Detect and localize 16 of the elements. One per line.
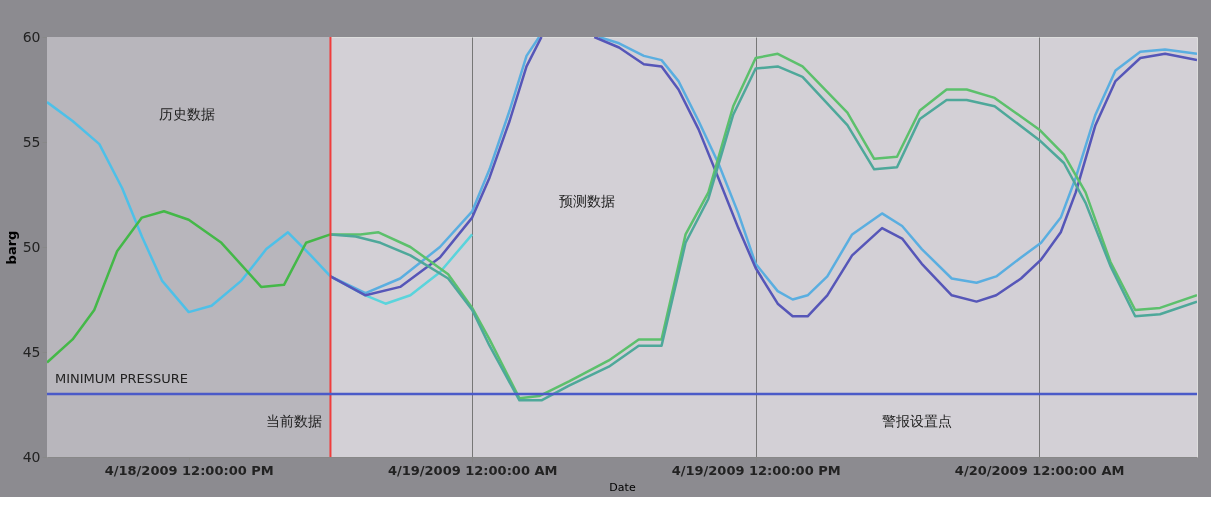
ref-line-label: MINIMUM PRESSURE [55, 371, 189, 386]
band-label: 历史数据 [159, 106, 215, 122]
y-tick-label: 60 [22, 28, 41, 45]
y-tick-label: 40 [22, 448, 41, 465]
y-tick-label: 55 [22, 133, 41, 150]
annotation: 警报设置点 [882, 413, 952, 429]
x-tick-label: 4/20/2009 12:00:00 AM [954, 462, 1125, 478]
x-tick-label: 4/19/2009 12:00:00 PM [671, 462, 841, 478]
ref-line-label: 当前数据 [266, 413, 323, 429]
y-tick-label: 50 [22, 238, 41, 255]
x-tick-label: 4/18/2009 12:00:00 PM [104, 462, 274, 478]
y-axis-title: barg [3, 230, 19, 265]
x-axis-title: Date [609, 480, 636, 494]
x-tick-label: 4/19/2009 12:00:00 AM [387, 462, 558, 478]
y-tick-label: 45 [22, 343, 41, 360]
annotation: 预测数据 [559, 193, 615, 209]
